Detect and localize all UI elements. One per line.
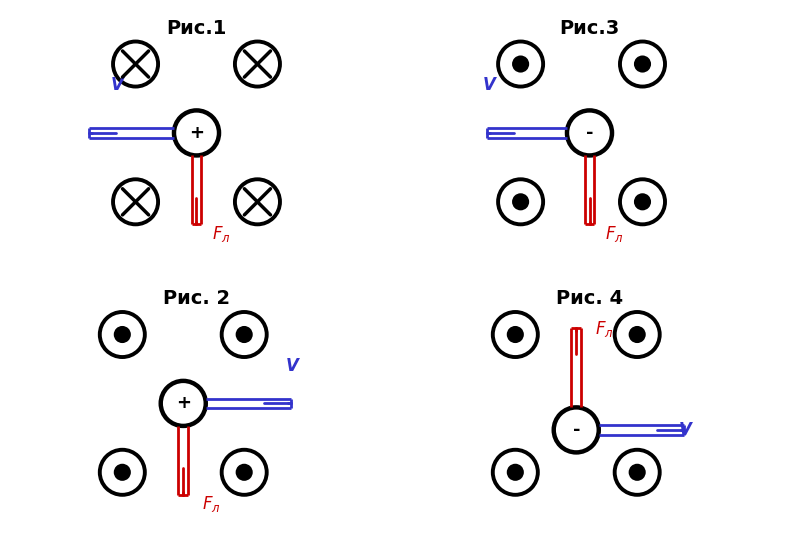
Circle shape — [493, 450, 538, 495]
Text: $F_{л}$: $F_{л}$ — [202, 494, 220, 514]
Circle shape — [615, 312, 659, 357]
Circle shape — [620, 179, 665, 224]
Circle shape — [222, 312, 266, 357]
Circle shape — [236, 326, 253, 343]
Text: $F_{л}$: $F_{л}$ — [605, 224, 624, 243]
Circle shape — [174, 110, 219, 156]
Text: Рис. 2: Рис. 2 — [163, 289, 230, 309]
Circle shape — [235, 179, 280, 224]
Circle shape — [615, 450, 659, 495]
Circle shape — [634, 193, 651, 210]
Circle shape — [160, 381, 206, 426]
Circle shape — [493, 312, 538, 357]
Circle shape — [567, 110, 612, 156]
Text: V: V — [678, 421, 692, 439]
Text: +: + — [176, 394, 191, 412]
Circle shape — [507, 464, 524, 481]
Text: $F_{л}$: $F_{л}$ — [595, 319, 613, 339]
Circle shape — [512, 55, 529, 73]
Circle shape — [634, 55, 651, 73]
Text: Рис. 4: Рис. 4 — [556, 289, 623, 309]
Circle shape — [236, 464, 253, 481]
Text: -: - — [586, 124, 593, 142]
Circle shape — [100, 312, 145, 357]
Circle shape — [498, 41, 543, 87]
Circle shape — [620, 41, 665, 87]
Circle shape — [629, 464, 646, 481]
Text: +: + — [189, 124, 204, 142]
Text: Рис.1: Рис.1 — [167, 19, 226, 38]
Circle shape — [498, 179, 543, 224]
Circle shape — [222, 450, 266, 495]
Circle shape — [100, 450, 145, 495]
Circle shape — [113, 179, 158, 224]
Text: V: V — [111, 76, 123, 94]
Text: V: V — [483, 76, 495, 94]
Circle shape — [507, 326, 524, 343]
Text: Рис.3: Рис.3 — [560, 19, 619, 38]
Circle shape — [629, 326, 646, 343]
Text: $F_{л}$: $F_{л}$ — [212, 224, 231, 243]
Circle shape — [114, 464, 131, 481]
Circle shape — [512, 193, 529, 210]
Circle shape — [553, 407, 599, 453]
Text: -: - — [572, 421, 580, 439]
Circle shape — [113, 41, 158, 87]
Text: V: V — [285, 357, 299, 375]
Circle shape — [235, 41, 280, 87]
Circle shape — [114, 326, 131, 343]
